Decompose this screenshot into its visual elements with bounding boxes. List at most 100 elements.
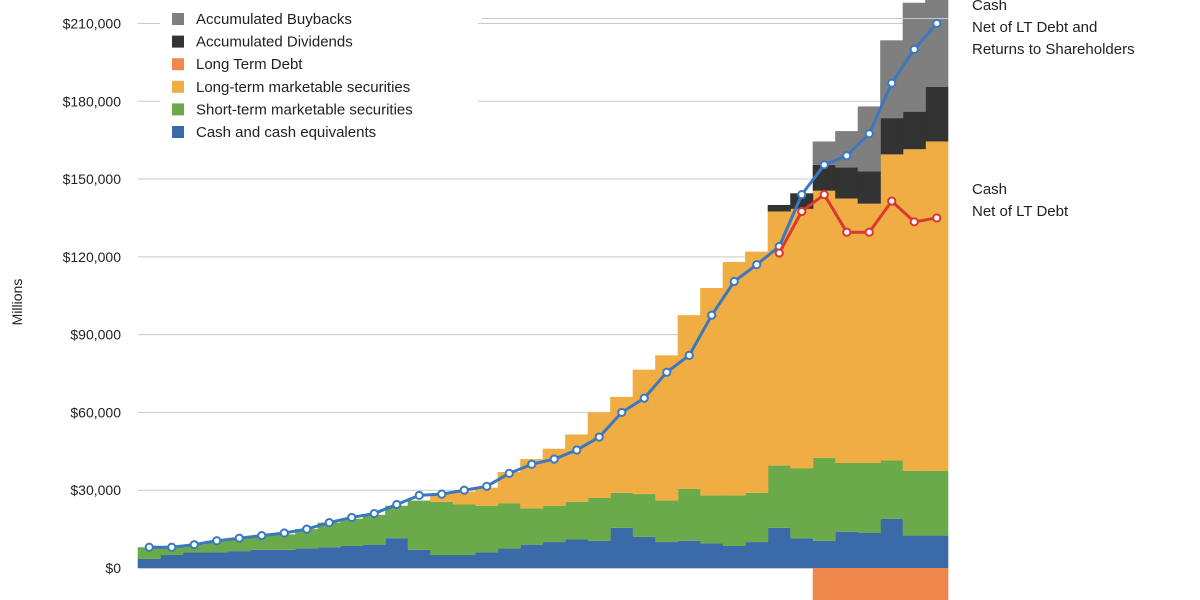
area-segment [362,544,386,568]
marker-cash-net-of-lt-debt-and-returns-to-shareholders [414,490,424,500]
y-tick-label: $90,000 [70,327,121,343]
area-segment [475,487,499,506]
series-lines [144,18,942,552]
marker-cash-net-of-lt-debt-and-returns-to-shareholders [437,489,447,499]
returns-annotation-line: Net of LT Debt and [972,19,1097,36]
area-segment [295,529,319,549]
area-segment [857,203,881,463]
area-segment [700,543,724,568]
area-segment [272,549,296,568]
area-segment [542,505,566,543]
marker-cash-net-of-lt-debt-and-returns-to-shareholders [707,310,717,320]
area-segment [295,548,319,568]
area-segment [722,262,746,496]
returns-annotation-line: Cash [972,0,1007,14]
area-segment [205,552,229,568]
legend-swatch [172,103,184,116]
marker-cash-net-of-lt-debt [819,190,829,200]
legend-item: Accumulated Dividends [196,34,353,51]
legend-swatch [172,126,184,138]
area-segment [587,540,611,568]
marker-cash-net-of-lt-debt-and-returns-to-shareholders [347,512,357,523]
marker-cash-net-of-lt-debt-and-returns-to-shareholders [572,445,582,455]
area-short-term-marketable-securities [137,457,949,559]
area-segment [137,547,161,559]
area-segment [790,468,814,539]
marker-cash-net-of-lt-debt-and-returns-to-shareholders [257,530,267,541]
marker-cash-net-of-lt-debt-and-returns-to-shareholders [887,78,897,88]
area-segment [880,460,904,519]
marker-cash-net-of-lt-debt-and-returns-to-shareholders [527,459,537,469]
marker-cash-net-of-lt-debt-and-returns-to-shareholders [392,499,402,510]
legend-item: Long Term Debt [196,56,303,73]
y-axis-ticks: $0 $30,000 $60,000 $90,000 $120,000 $150,000 $… [63,15,122,576]
area-segment [925,470,949,536]
area-segment [250,549,274,568]
area-segment [452,504,476,556]
area-segment [767,465,791,528]
area-segment [880,154,904,461]
area-segment [880,518,904,568]
y-tick-label: $180,000 [63,93,122,109]
area-segment [722,545,746,568]
area-segment [902,568,926,600]
legend-swatch [172,13,184,25]
line-cash-net-of-lt-debt [777,193,938,254]
area-segment [182,552,206,568]
area-segment [520,544,544,568]
area-segment [385,505,409,539]
area-segment [677,540,701,568]
area-segment [857,568,881,600]
area-segment [137,558,161,568]
annotations: Cash Net of LT Debt and Returns to Shareho… [972,0,1135,220]
area-segment [790,538,814,568]
marker-cash-net-of-lt-debt-and-returns-to-shareholders [797,190,807,200]
area-segment [655,542,679,568]
marker-cash-net-of-lt-debt [864,227,874,237]
legend-item: Long-term marketable securities [196,79,410,96]
y-tick-label: $150,000 [63,171,122,187]
area-segment [475,552,499,568]
area-segment [497,548,521,568]
marker-cash-net-of-lt-debt [774,248,784,258]
area-segment [317,547,341,568]
marker-cash-net-of-lt-debt-and-returns-to-shareholders [639,393,649,403]
area-long-term-marketable-securities [430,141,949,509]
area-accumulated-dividends [767,86,949,212]
area-segment [700,287,724,496]
area-segment [767,527,791,568]
area-segment [520,459,544,509]
area-segment [340,545,364,568]
legend-swatch [172,58,184,71]
area-segment [812,568,836,600]
marker-cash-net-of-lt-debt-and-returns-to-shareholders [234,533,244,543]
legend-item: Accumulated Buybacks [196,11,352,28]
area-segment [610,492,634,528]
area-segment [542,542,566,568]
marker-cash-net-of-lt-debt-and-returns-to-shareholders [662,367,672,377]
area-segment [925,535,949,568]
area-segment [902,111,926,150]
marker-cash-net-of-lt-debt-and-returns-to-shareholders [594,432,604,442]
marker-cash-net-of-lt-debt-and-returns-to-shareholders [189,540,199,550]
marker-cash-net-of-lt-debt-and-returns-to-shareholders [504,468,514,478]
area-segment [700,495,724,544]
marker-cash-net-of-lt-debt-and-returns-to-shareholders [212,536,222,546]
area-segment [340,518,364,546]
area-segment [227,551,251,568]
area-segment [857,532,881,568]
marker-cash-net-of-lt-debt-and-returns-to-shareholders [279,528,289,538]
marker-cash-net-of-lt-debt-and-returns-to-shareholders [842,151,852,161]
area-segment [497,503,521,549]
area-segment [160,555,184,568]
area-segment [317,522,341,548]
area-segment [835,531,859,568]
area-segment [902,2,926,112]
area-segment [565,501,589,540]
net-cash-annotation-line: Net of LT Debt [972,203,1069,220]
area-segment [812,141,836,165]
legend-item: Short-term marketable securities [196,101,413,118]
marker-cash-net-of-lt-debt-and-returns-to-shareholders [617,407,627,418]
area-segment [520,508,544,545]
